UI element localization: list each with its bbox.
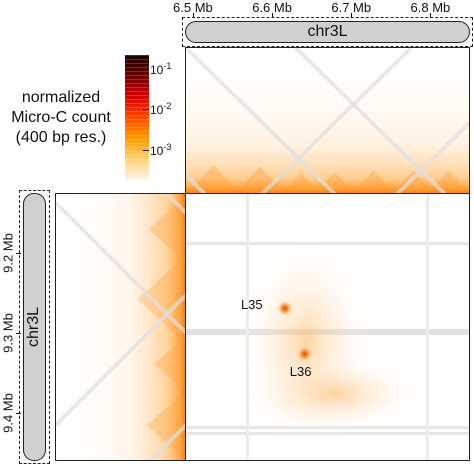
colorbar-stripe [125,159,149,160]
loop-dot [295,345,314,363]
colorbar-tick-mark [143,109,149,111]
x-tick-mark [430,13,432,18]
y-chrom-bar [23,193,46,461]
y-tick-mark [16,413,21,414]
colorbar-stripe [125,167,149,168]
left-panel-diagonal-signal [56,194,186,460]
colorbar-stripe [125,83,149,84]
colorbar-tick-mark [143,69,149,71]
y-tick-label: 9.2 Mb [0,233,16,273]
top-domain-triangle [234,166,286,194]
top-domain-triangle [281,173,321,194]
loop-label: L35 [240,297,263,313]
top-panel-diagonal-signal [186,48,469,194]
left-domain-triangle [154,334,186,394]
colorbar-tick-exponent: -2 [163,101,172,112]
x-tick-mark [351,13,353,18]
top-gap-stripe [259,48,413,194]
colorbar-tick-label: 10-3 [150,142,171,158]
colorbar-stripe [125,59,149,60]
x-tick-label: 6.8 Mb [410,0,451,15]
colorbar-stripe [125,123,149,124]
colorbar-stripe [125,87,149,88]
colorbar-stripe [125,175,149,176]
y-chrom-dashed-box [19,190,50,464]
y-chrom-label: chr3L [25,306,42,348]
heatmap-main [185,193,470,461]
loop-label: L36 [289,364,312,379]
colorbar-stripe [125,147,149,148]
colorbar-tick-base: 10 [150,103,164,118]
colorbar-stripe [125,127,149,128]
left-gap-stripe [148,422,186,460]
colorbar-stripe [125,63,149,64]
colorbar-tick-base: 10 [150,63,164,78]
colorbar-stripe [125,99,149,100]
colorbar-gradient [125,55,149,180]
x-tick-mark [192,13,194,18]
left-domain-triangle [148,194,186,264]
x-tick-label: 6.7 Mb [331,0,372,15]
x-tick-label: 6.5 Mb [173,0,213,15]
colorbar-title: normalized Micro-C count (400 bp res.) [0,88,122,148]
colorbar-stripe [125,103,149,104]
colorbar-stripe [125,131,149,132]
x-tick-label: 6.6 Mb [252,0,292,15]
colorbar-stripe [125,75,149,76]
colorbar-stripe [125,171,149,172]
colorbar-tick-exponent: -1 [163,61,172,72]
colorbar-stripe [125,139,149,140]
colorbar-stripe [125,79,149,80]
y-tick-mark [16,253,21,254]
colorbar-stripe [125,111,149,112]
colorbar-stripe [125,155,149,156]
colorbar-tick-label: 10-1 [150,61,171,77]
heatmap-top-triangle [185,47,470,194]
y-tick-label: 9.4 Mb [0,393,16,433]
top-domain-triangle [314,171,356,194]
colorbar-stripe [125,107,149,108]
colorbar-stripe [125,71,149,72]
colorbar-stripe [125,135,149,136]
colorbar-tick-label: 10-2 [150,101,171,117]
colorbar-title-line-3: (400 bp res.) [15,129,107,146]
x-chrom-dashed-box [182,17,473,47]
heatmap-left-triangle [55,193,186,461]
left-gap-stripe [56,201,186,336]
top-gap-stripe [294,48,448,194]
y-tick-mark [16,333,21,334]
x-chrom-label: chr3L [307,23,348,40]
main-diffuse-tail [246,354,426,434]
colorbar-stripe [125,55,149,56]
colorbar-stripe [125,95,149,96]
colorbar-stripe [125,163,149,164]
colorbar-stripe [125,179,149,180]
main-gap-column [426,194,429,460]
top-gap-stripe [186,48,338,194]
colorbar-title-line-1: normalized [21,89,101,106]
colorbar-stripe [125,151,149,152]
colorbar-tick-exponent: -3 [163,141,172,152]
y-tick-label: 9.3 Mb [0,313,16,353]
x-tick-mark [272,13,274,18]
left-gap-stripe [56,292,186,427]
colorbar-stripe [125,67,149,68]
loop-dot [275,299,294,318]
colorbar-stripe [125,143,149,144]
colorbar-stripe [125,91,149,92]
x-chrom-bar [185,21,470,43]
colorbar-tick-base: 10 [150,143,164,158]
colorbar-tick-mark [143,149,149,151]
colorbar-stripe [125,115,149,116]
left-domain-triangle [146,389,186,460]
top-domain-triangle [351,170,396,194]
colorbar-title-line-2: Micro-C count [11,109,111,126]
colorbar [125,55,149,180]
colorbar-stripe [125,119,149,120]
